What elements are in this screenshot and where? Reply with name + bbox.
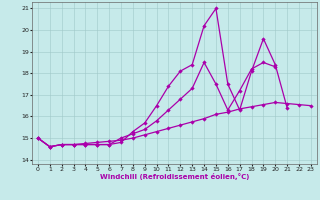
X-axis label: Windchill (Refroidissement éolien,°C): Windchill (Refroidissement éolien,°C): [100, 173, 249, 180]
